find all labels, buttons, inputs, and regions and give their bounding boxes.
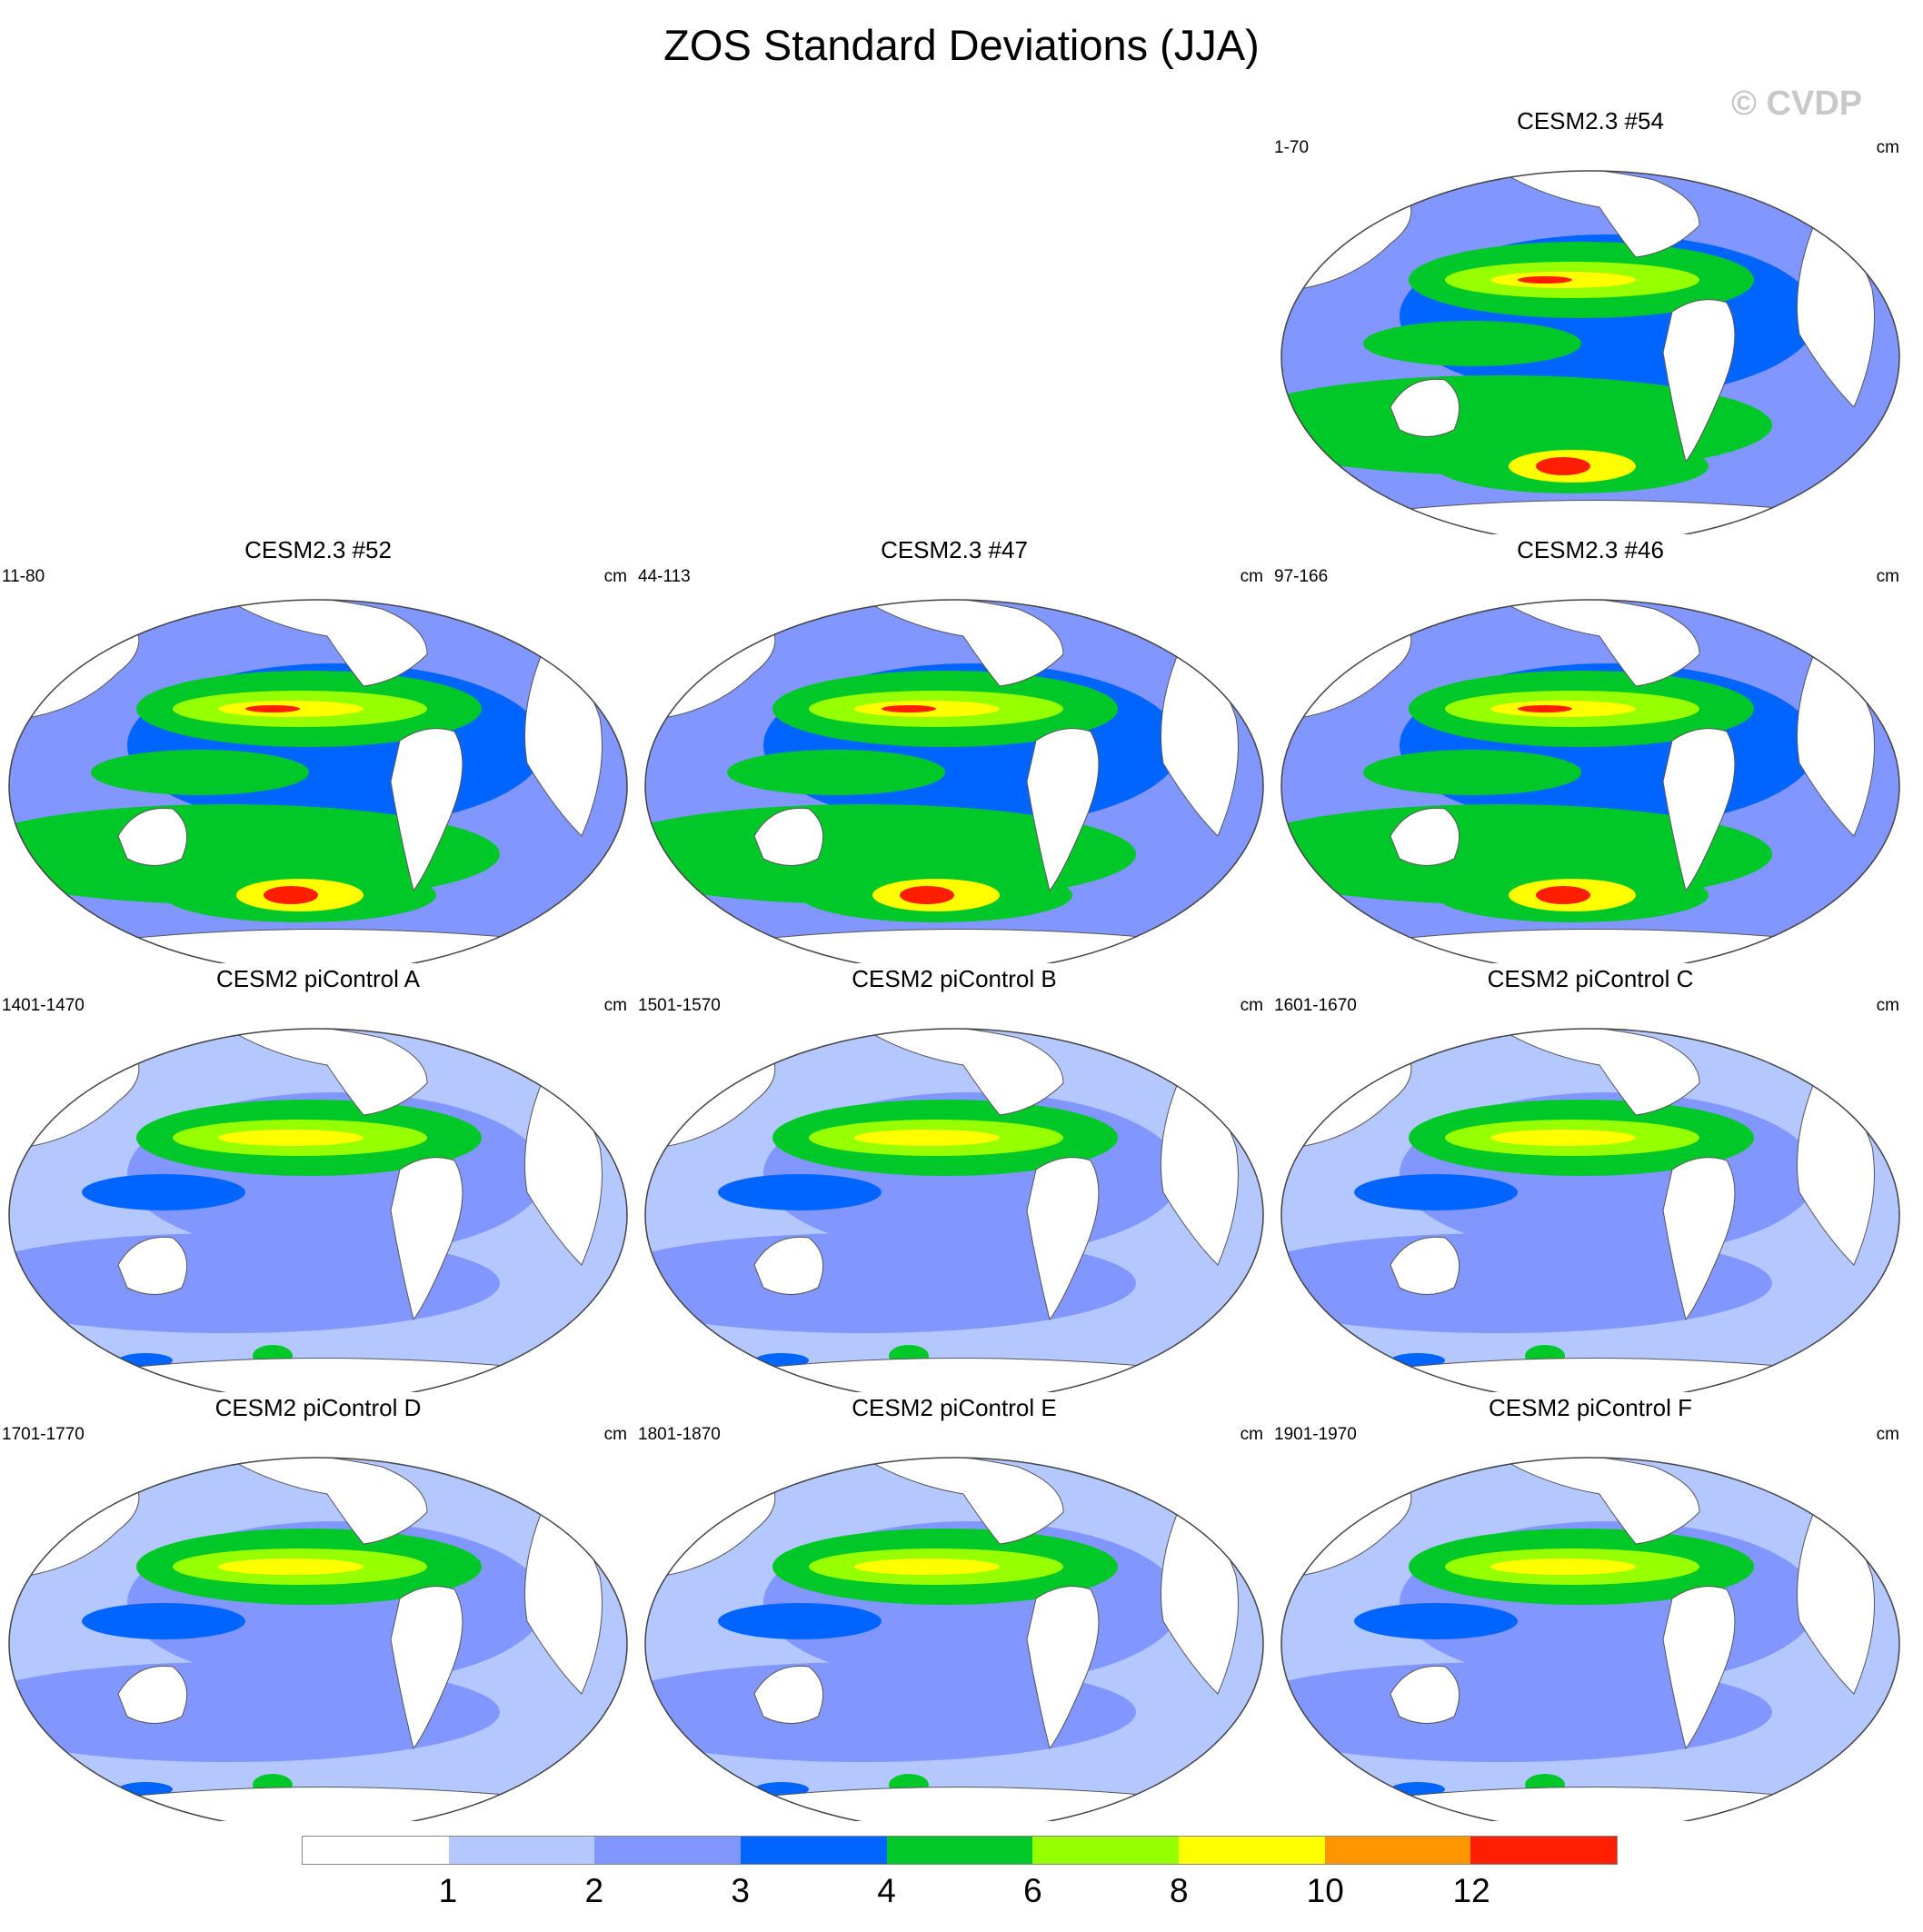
colorbar-label: 12 — [1452, 1872, 1490, 1909]
panel-units: cm — [1240, 996, 1263, 1015]
colorbar-label: 1 — [438, 1872, 458, 1909]
panel-title: CESM2.3 #46 — [1517, 536, 1664, 563]
colorbar-label: 8 — [1170, 1872, 1189, 1909]
colorbar-label: 6 — [1023, 1872, 1042, 1909]
colorbar-box — [741, 1837, 887, 1864]
panel-title: CESM2.3 #52 — [244, 536, 392, 563]
cvdp-watermark: © CVDP — [1731, 85, 1863, 123]
panel-years: 44-113 — [638, 567, 691, 586]
colorbar-box — [448, 1837, 595, 1864]
world-map — [644, 599, 1264, 963]
panel-title: CESM2.3 #47 — [881, 536, 1028, 563]
world-map — [8, 1457, 628, 1821]
panel-units: cm — [1876, 1425, 1899, 1444]
world-map — [1280, 599, 1900, 963]
panel-title: CESM2 piControl D — [214, 1394, 422, 1421]
colorbar-label: 4 — [877, 1872, 896, 1909]
panel-title: CESM2 piControl C — [1487, 965, 1694, 992]
panel-years: 11-80 — [2, 567, 45, 586]
world-map — [644, 1028, 1264, 1392]
panel-units: cm — [603, 996, 627, 1015]
colorbar-box — [594, 1837, 742, 1864]
map-panel: CESM2 piControl A 1401-1470 cm — [0, 965, 636, 1392]
panel-units: cm — [1240, 567, 1263, 586]
panel-units: cm — [1240, 1425, 1263, 1444]
world-map — [1280, 170, 1900, 534]
figure-title: ZOS Standard Deviations (JJA) — [663, 21, 1260, 69]
map-panel: CESM2 piControl D 1701-1770 cm — [0, 1394, 636, 1821]
map-panel: CESM2.3 #54 1-70 cm — [1272, 107, 1908, 534]
colorbar: 1 2 3 4 6 8 10 12 — [302, 1836, 1618, 1909]
panel-units: cm — [1876, 996, 1899, 1015]
world-map — [644, 1457, 1264, 1821]
map-panel: CESM2 piControl F 1901-1970 cm — [1272, 1394, 1908, 1821]
panel-years: 1701-1770 — [2, 1425, 85, 1444]
panel-years: 1901-1970 — [1274, 1425, 1357, 1444]
panel-years: 1801-1870 — [638, 1425, 721, 1444]
world-map — [8, 599, 628, 963]
panel-years: 1401-1470 — [2, 996, 85, 1015]
panel-title: CESM2 piControl E — [852, 1394, 1057, 1421]
map-panel: CESM2 piControl E 1801-1870 cm — [636, 1394, 1272, 1821]
colorbar-box — [1470, 1837, 1618, 1864]
colorbar-box — [303, 1837, 449, 1864]
world-map — [8, 1028, 628, 1392]
map-panel: CESM2 piControl C 1601-1670 cm — [1272, 965, 1908, 1392]
colorbar-label: 10 — [1306, 1872, 1344, 1909]
colorbar-label: 3 — [731, 1872, 750, 1909]
panel-years: 1-70 — [1274, 138, 1310, 157]
panel-title: CESM2 piControl B — [852, 965, 1057, 992]
map-panel: CESM2 piControl B 1501-1570 cm — [636, 965, 1272, 1392]
panel-units: cm — [603, 567, 627, 586]
panel-years: 97-166 — [1274, 567, 1329, 586]
panel-units: cm — [1876, 567, 1899, 586]
colorbar-label: 2 — [584, 1872, 604, 1909]
panel-title: CESM2 piControl A — [216, 965, 420, 992]
panel-units: cm — [1876, 138, 1899, 157]
panel-years: 1501-1570 — [638, 996, 721, 1015]
map-panel: CESM2.3 #46 97-166 cm — [1272, 536, 1908, 963]
panel-units: cm — [603, 1425, 627, 1444]
colorbar-box — [886, 1837, 1033, 1864]
panel-title: CESM2.3 #54 — [1517, 107, 1664, 134]
panel-years: 1601-1670 — [1274, 996, 1357, 1015]
map-panel: CESM2.3 #52 11-80 cm — [0, 536, 636, 963]
map-panel: CESM2.3 #47 44-113 cm — [636, 536, 1272, 963]
colorbar-box — [1324, 1837, 1471, 1864]
colorbar-box — [1032, 1837, 1180, 1864]
world-map — [1280, 1028, 1900, 1392]
panel-title: CESM2 piControl F — [1489, 1394, 1692, 1421]
colorbar-boxes — [302, 1836, 1618, 1865]
colorbar-box — [1179, 1837, 1325, 1864]
world-map — [1280, 1457, 1900, 1821]
